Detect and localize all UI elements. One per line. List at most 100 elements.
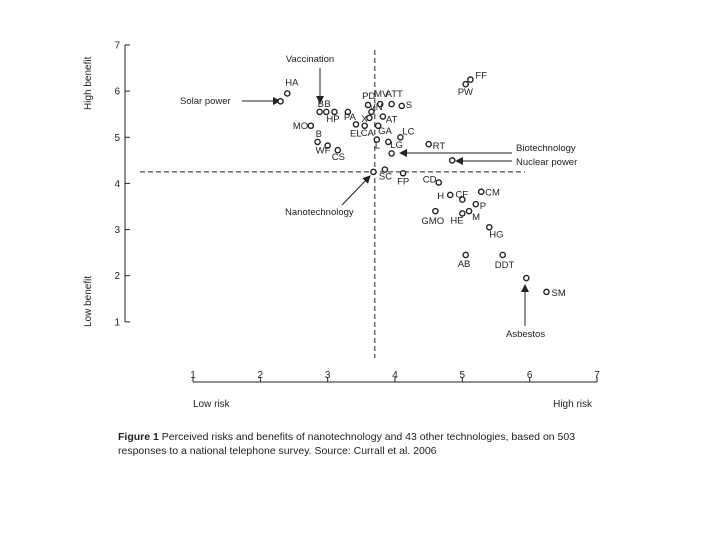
point-label: WF	[316, 146, 331, 157]
point-label: LG	[390, 140, 403, 151]
point-label: MV	[374, 89, 389, 100]
point-label: HE	[450, 215, 463, 226]
point-label: VN	[369, 102, 382, 113]
point-label: DDT	[495, 260, 515, 271]
data-point	[376, 100, 384, 108]
annotation-label: Nuclear power	[516, 157, 577, 168]
data-point	[435, 179, 443, 186]
data-point	[388, 150, 395, 157]
point-label: S	[406, 100, 412, 111]
axes: 1 2 3 4 5 6 7 1 2 3 4 5 6 7 Low risk High risk High bene…	[83, 41, 600, 411]
x-tick-label: 3	[325, 370, 331, 381]
annotation-label: Nanotechnology	[285, 207, 354, 218]
data-point	[374, 122, 382, 130]
point-label: B	[316, 129, 322, 140]
point-label: CD	[423, 175, 437, 186]
y-tick-label: 7	[114, 41, 120, 52]
point-label: B	[318, 99, 324, 110]
point-label: SM	[552, 288, 566, 299]
data-point	[373, 136, 381, 143]
data-point	[364, 101, 372, 109]
data-point	[399, 169, 407, 177]
data-point	[368, 108, 375, 116]
point-label: GA	[378, 126, 392, 137]
data-point	[366, 114, 373, 122]
data-point	[316, 108, 323, 116]
annotation-label: Solar power	[180, 96, 231, 107]
caption-text: Perceived risks and benefits of nanotech…	[118, 431, 576, 457]
data-point	[448, 157, 456, 164]
data-points	[277, 76, 550, 296]
data-point	[283, 90, 291, 97]
annotation-label: Biotechnology	[516, 143, 576, 154]
annotation-label: Asbestos	[506, 329, 545, 340]
point-label: GMO	[421, 216, 444, 227]
annotation-label: Vaccination	[286, 54, 334, 65]
point-label: ATT	[386, 89, 403, 100]
point-label: AB	[458, 259, 471, 270]
data-point	[334, 146, 342, 154]
x-tick-label: 2	[258, 370, 264, 381]
data-point	[344, 108, 352, 116]
data-point	[398, 102, 406, 110]
point-label: CF	[455, 190, 468, 201]
data-point	[384, 138, 392, 146]
point-label: CS	[332, 152, 345, 163]
data-point	[459, 196, 466, 203]
data-point	[472, 200, 480, 208]
data-point	[397, 133, 404, 141]
point-label: PD	[362, 91, 375, 102]
data-point	[388, 100, 395, 108]
data-point	[277, 97, 284, 105]
point-label: HA	[285, 77, 299, 88]
point-label: FP	[397, 176, 409, 187]
caption-label: Figure 1	[118, 431, 159, 443]
y-tick-label: 4	[114, 179, 120, 190]
annotations: Vaccination Solar power Biotechnology Nucle…	[180, 54, 577, 340]
y-tick-label: 1	[114, 317, 120, 328]
data-point	[352, 121, 360, 128]
point-label: HP	[326, 114, 339, 125]
figure-caption: Figure 1 Perceived risks and benefits of…	[118, 430, 588, 458]
point-label: L	[375, 141, 380, 152]
data-point	[477, 188, 485, 196]
point-label: LC	[402, 126, 414, 137]
point-label: H	[437, 191, 444, 202]
data-point	[459, 210, 466, 217]
data-point	[361, 122, 369, 130]
data-point	[467, 76, 474, 83]
y-axis-low-label: Low benefit	[83, 276, 94, 327]
point-label: CA	[361, 128, 375, 139]
data-point	[324, 142, 331, 149]
point-label: FF	[475, 71, 487, 82]
y-axis-high-label: High benefit	[83, 56, 94, 110]
point-label: PW	[458, 87, 473, 98]
point-label: PA	[344, 112, 357, 123]
reference-lines	[140, 50, 525, 358]
x-axis-low-label: Low risk	[193, 399, 231, 410]
point-label: SC	[379, 172, 392, 183]
data-point	[462, 251, 470, 259]
y-tick-label: 5	[114, 133, 120, 144]
data-point	[379, 113, 387, 120]
annotation-arrow	[341, 175, 371, 206]
data-point	[323, 108, 330, 116]
data-point	[314, 138, 321, 146]
y-tick-label: 3	[114, 225, 120, 236]
y-tick-label: 2	[114, 271, 120, 282]
annotation-arrows	[242, 68, 529, 326]
data-point	[381, 166, 389, 173]
data-point	[485, 223, 493, 231]
x-tick-label: 6	[527, 370, 533, 381]
data-point	[425, 140, 432, 148]
x-tick-label: 5	[460, 370, 466, 381]
point-label: HG	[489, 229, 503, 240]
x-tick-label: 1	[190, 370, 196, 381]
data-point	[462, 80, 470, 88]
point-label: M	[472, 212, 480, 223]
data-point	[465, 207, 473, 215]
point-label: MO	[293, 121, 308, 132]
data-point	[543, 288, 550, 296]
